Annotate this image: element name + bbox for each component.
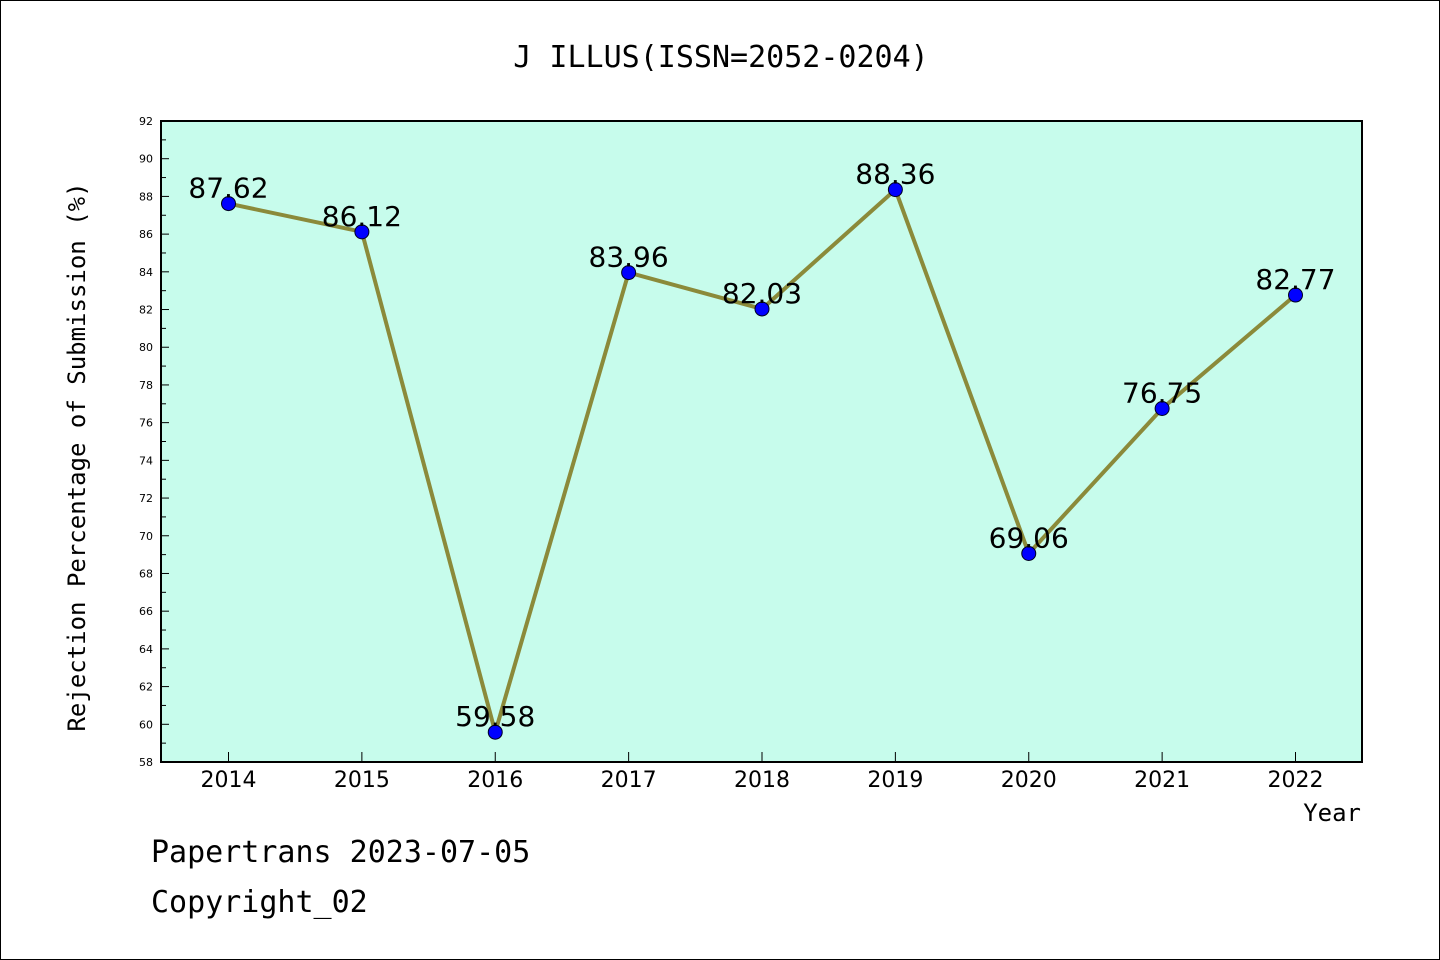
y-tick-label: 78 (139, 379, 153, 392)
y-tick-label: 90 (139, 153, 153, 166)
y-tick-label: 66 (139, 605, 153, 618)
data-point (754, 301, 770, 317)
y-tick-label: 68 (139, 567, 153, 580)
x-tick-label: 2021 (1134, 768, 1190, 793)
data-point (1288, 287, 1303, 303)
x-tick-label: 2015 (334, 768, 390, 793)
x-tick-label: 2019 (867, 768, 923, 793)
data-point (621, 265, 637, 281)
y-tick-label: 74 (139, 454, 153, 467)
footer-date: Papertrans 2023-07-05 (151, 835, 531, 870)
x-tick-label: 2020 (1001, 768, 1057, 793)
y-tick-label: 84 (139, 266, 153, 279)
data-label: 76.75 (1122, 377, 1202, 410)
series (221, 182, 1303, 740)
y-axis-label: Rejection Percentage of Submission (%) (63, 182, 91, 731)
data-point (354, 224, 370, 240)
data-label: 69.06 (989, 521, 1069, 554)
data-label: 59.58 (455, 700, 535, 733)
y-tick-label: 88 (139, 190, 153, 203)
y-tick-label: 92 (139, 115, 153, 128)
x-tick-label: 2018 (734, 768, 790, 793)
x-axis: 2014 2015 2016 2017 2018 2019 2020 2021 2022 (201, 752, 1324, 793)
y-tick-label: 82 (139, 304, 153, 317)
y-tick-label: 58 (139, 756, 153, 769)
x-tick-label: 2016 (467, 768, 523, 793)
y-tick-label: 60 (139, 718, 153, 731)
chart-title: J ILLUS(ISSN=2052-0204) (513, 40, 928, 75)
data-point (487, 724, 503, 740)
y-tick-label: 86 (139, 228, 153, 241)
y-tick-label: 70 (139, 530, 153, 543)
y-tick-label: 80 (139, 341, 153, 354)
data-labels: 87.62 86.12 59.58 83.96 82.03 88.36 69.06 76.75… (188, 158, 1335, 734)
x-axis-label: Year (1303, 799, 1361, 827)
data-label: 82.77 (1255, 263, 1335, 296)
x-tick-label: 2017 (601, 768, 657, 793)
x-tick-label: 2022 (1268, 768, 1324, 793)
data-label: 82.03 (722, 277, 802, 310)
y-tick-label: 76 (139, 417, 153, 430)
data-label: 87.62 (188, 172, 268, 205)
y-tick-label: 62 (139, 681, 153, 694)
data-point (887, 182, 903, 198)
footer-copyright: Copyright_02 (151, 885, 368, 920)
data-point (221, 196, 236, 212)
data-point (1154, 401, 1170, 417)
data-label: 86.12 (322, 200, 402, 233)
data-point (1021, 545, 1037, 561)
y-tick-label: 64 (139, 643, 153, 656)
data-label: 88.36 (855, 158, 935, 191)
x-tick-label: 2014 (201, 768, 257, 793)
data-label: 83.96 (589, 241, 669, 274)
y-tick-label: 72 (139, 492, 153, 505)
y-axis: 58 60 62 64 66 68 70 72 74 76 78 80 82 84 86 88 90 92 (139, 115, 169, 769)
